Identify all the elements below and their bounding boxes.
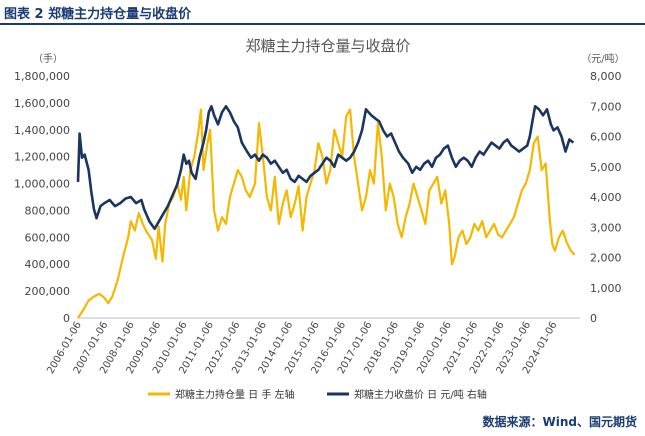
right-axis-tick-label: 8,000: [590, 70, 622, 83]
caption-divider: [0, 23, 645, 25]
left-axis-tick-label: 600,000: [25, 231, 71, 244]
left-axis-tick-label: 400,000: [25, 258, 71, 271]
right-axis-tick-label: 0: [590, 312, 597, 325]
chart-title: 郑糖主力持仓量与收盘价: [245, 37, 410, 55]
right-axis-tick-label: 4,000: [590, 191, 622, 204]
right-axis-tick-label: 5,000: [590, 161, 622, 174]
right-axis-tick-label: 1,000: [590, 282, 622, 295]
right-axis-tick-label: 2,000: [590, 252, 622, 265]
legend: 郑糖主力持仓量 日 手 左轴 郑糖主力收盘价 日 元/吨 右轴: [148, 388, 487, 401]
legend-label-open-interest: 郑糖主力持仓量 日 手 左轴: [175, 388, 295, 401]
series-line-close-price: [76, 105, 575, 231]
left-axis-unit: （手）: [33, 52, 63, 65]
left-axis-tick-label: 200,000: [25, 285, 71, 298]
left-axis-tick-label: 1,200,000: [14, 151, 70, 164]
left-axis-tick-label: 1,600,000: [14, 97, 70, 110]
right-axis-unit: （元/吨）: [581, 52, 624, 65]
data-source-note: 数据来源：Wind、国元期货: [482, 415, 637, 429]
left-axis-tick-label: 1,400,000: [14, 124, 70, 137]
left-axis-tick-label: 1,000,000: [14, 178, 70, 191]
right-axis-tick-label: 6,000: [590, 131, 622, 144]
left-axis-tick-label: 1,800,000: [14, 70, 70, 83]
right-axis-tick-label: 3,000: [590, 221, 622, 234]
left-axis-tick-label: 800,000: [25, 204, 71, 217]
left-axis-tick-label: 0: [63, 312, 70, 325]
right-axis-tick-label: 7,000: [590, 100, 622, 113]
figure-caption: 图表 2 郑糖主力持仓量与收盘价: [4, 7, 192, 22]
series-line-open-interest: [77, 108, 576, 319]
legend-label-close-price: 郑糖主力收盘价 日 元/吨 右轴: [354, 388, 487, 401]
